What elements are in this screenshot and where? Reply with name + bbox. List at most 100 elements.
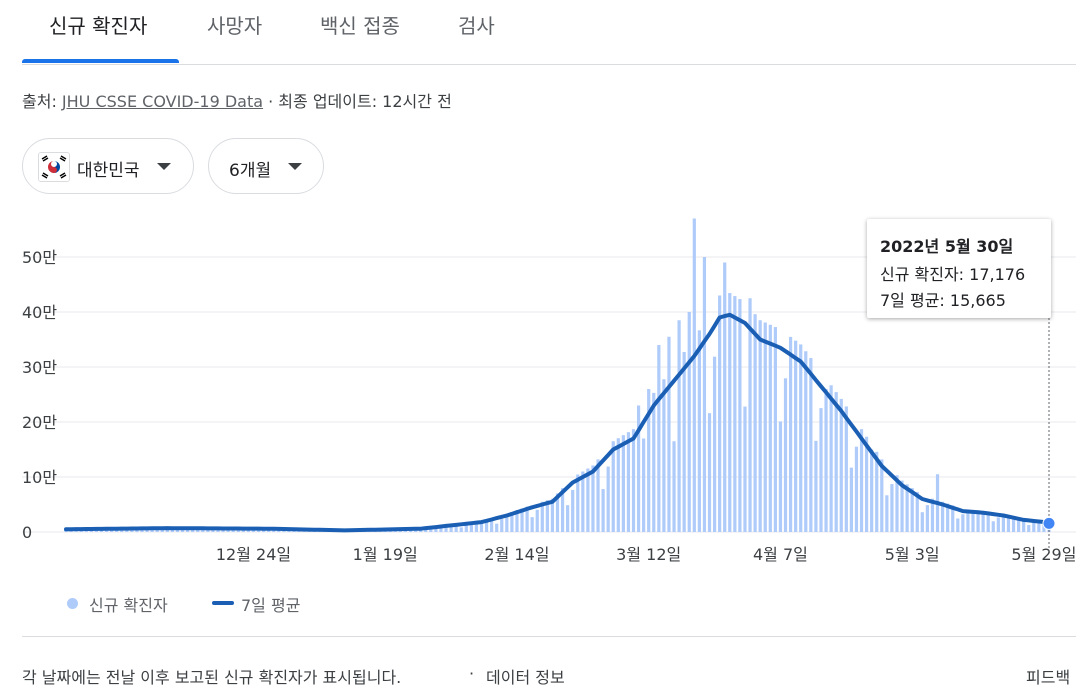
- daily-cases-bar[interactable]: [647, 389, 651, 532]
- daily-cases-bar[interactable]: [104, 530, 109, 532]
- daily-cases-bar[interactable]: [1016, 517, 1021, 532]
- daily-cases-bar[interactable]: [799, 344, 803, 532]
- data-info-link[interactable]: 데이터 정보: [486, 668, 565, 687]
- daily-cases-bar[interactable]: [718, 295, 722, 533]
- daily-cases-bar[interactable]: [844, 406, 848, 532]
- daily-cases-bar[interactable]: [140, 529, 144, 532]
- daily-cases-bar[interactable]: [951, 505, 955, 532]
- daily-cases-bar[interactable]: [621, 435, 625, 532]
- daily-cases-bar[interactable]: [667, 336, 671, 532]
- daily-cases-bar[interactable]: [702, 257, 707, 532]
- daily-cases-bar[interactable]: [1027, 525, 1031, 532]
- daily-cases-bar[interactable]: [175, 529, 180, 532]
- daily-cases-bar[interactable]: [464, 524, 468, 532]
- daily-cases-bar[interactable]: [216, 528, 220, 532]
- daily-cases-bar[interactable]: [211, 529, 215, 532]
- daily-cases-bar[interactable]: [733, 296, 737, 532]
- daily-cases-bar[interactable]: [712, 356, 717, 532]
- daily-cases-bar[interactable]: [925, 505, 929, 532]
- daily-cases-bar[interactable]: [819, 408, 823, 532]
- daily-cases-bar[interactable]: [763, 322, 767, 532]
- daily-cases-bar[interactable]: [966, 509, 970, 532]
- daily-cases-bar[interactable]: [697, 330, 701, 532]
- feedback-link[interactable]: 피드백: [1026, 668, 1071, 687]
- daily-cases-bar[interactable]: [905, 484, 909, 532]
- daily-cases-bar[interactable]: [444, 525, 448, 532]
- daily-cases-bar[interactable]: [180, 528, 185, 532]
- daily-cases-bar[interactable]: [555, 493, 560, 532]
- daily-cases-bar[interactable]: [626, 432, 631, 532]
- daily-cases-bar[interactable]: [652, 392, 656, 532]
- daily-cases-bar[interactable]: [839, 398, 843, 532]
- daily-cases-bar[interactable]: [829, 385, 833, 532]
- country-selector[interactable]: 대한민국: [22, 138, 194, 194]
- daily-cases-bar[interactable]: [1011, 516, 1016, 532]
- daily-cases-bar[interactable]: [859, 429, 864, 532]
- daily-cases-bar[interactable]: [794, 340, 798, 532]
- daily-cases-bar[interactable]: [758, 320, 762, 532]
- daily-cases-bar[interactable]: [788, 336, 793, 532]
- daily-cases-bar[interactable]: [439, 525, 443, 532]
- daily-cases-bar[interactable]: [484, 519, 489, 532]
- daily-cases-bar[interactable]: [490, 518, 494, 532]
- daily-cases-bar[interactable]: [631, 429, 636, 532]
- daily-cases-bar[interactable]: [1032, 522, 1036, 532]
- daily-cases-bar[interactable]: [510, 512, 514, 532]
- daily-cases-bar[interactable]: [748, 298, 752, 532]
- daily-cases-bar[interactable]: [530, 517, 534, 532]
- source-link[interactable]: JHU CSSE COVID-19 Data: [61, 92, 264, 111]
- daily-cases-bar[interactable]: [535, 509, 539, 532]
- daily-cases-bar[interactable]: [981, 510, 985, 532]
- daily-cases-bar[interactable]: [601, 489, 605, 532]
- daily-cases-bar[interactable]: [454, 524, 458, 532]
- daily-cases-bar[interactable]: [545, 500, 549, 532]
- daily-cases-bar[interactable]: [550, 498, 555, 532]
- daily-cases-bar[interactable]: [930, 498, 935, 532]
- daily-cases-bar[interactable]: [728, 293, 732, 532]
- daily-cases-bar[interactable]: [515, 510, 519, 532]
- daily-cases-bar[interactable]: [870, 449, 874, 533]
- daily-cases-bar[interactable]: [540, 501, 544, 532]
- tab-tests[interactable]: 검사: [458, 14, 495, 38]
- daily-cases-bar[interactable]: [956, 518, 960, 532]
- daily-cases-bar[interactable]: [814, 440, 818, 532]
- daily-cases-bar[interactable]: [1001, 513, 1005, 532]
- daily-cases-bar[interactable]: [500, 519, 504, 532]
- daily-cases-bar[interactable]: [875, 451, 879, 532]
- daily-cases-bar[interactable]: [571, 489, 575, 532]
- daily-cases-bar[interactable]: [940, 501, 945, 532]
- daily-cases-bar[interactable]: [616, 438, 620, 532]
- daily-cases-bar[interactable]: [738, 299, 742, 532]
- daily-cases-bar[interactable]: [1022, 518, 1026, 532]
- daily-cases-bar[interactable]: [783, 378, 788, 532]
- daily-cases-bar[interactable]: [566, 505, 570, 532]
- daily-cases-bar[interactable]: [885, 495, 889, 532]
- daily-cases-bar[interactable]: [920, 512, 924, 532]
- daily-cases-bar[interactable]: [672, 441, 676, 532]
- tab-vaccinations[interactable]: 백신 접종: [320, 14, 400, 38]
- daily-cases-bar[interactable]: [591, 465, 595, 532]
- daily-cases-bar[interactable]: [520, 508, 524, 532]
- daily-cases-bar[interactable]: [971, 509, 975, 532]
- daily-cases-bar[interactable]: [424, 529, 428, 532]
- daily-cases-bar[interactable]: [743, 406, 747, 532]
- daily-cases-bar[interactable]: [880, 459, 884, 532]
- daily-cases-bar[interactable]: [961, 514, 965, 532]
- daily-cases-bar[interactable]: [864, 436, 869, 532]
- daily-cases-bar[interactable]: [910, 488, 914, 532]
- daily-cases-bar[interactable]: [505, 513, 509, 532]
- daily-cases-bar[interactable]: [611, 441, 615, 532]
- daily-cases-bar[interactable]: [246, 529, 251, 532]
- daily-cases-bar[interactable]: [642, 438, 646, 533]
- daily-cases-bar[interactable]: [662, 379, 666, 532]
- daily-cases-bar[interactable]: [495, 523, 499, 532]
- daily-cases-bar[interactable]: [657, 345, 661, 532]
- daily-cases-bar[interactable]: [723, 262, 727, 533]
- daily-cases-bar[interactable]: [282, 530, 286, 532]
- daily-cases-bar[interactable]: [834, 392, 838, 532]
- daily-cases-bar[interactable]: [707, 413, 712, 532]
- daily-cases-bar[interactable]: [1037, 520, 1041, 532]
- daily-cases-bar[interactable]: [434, 526, 438, 532]
- daily-cases-bar[interactable]: [768, 324, 772, 532]
- daily-cases-bar[interactable]: [581, 471, 585, 533]
